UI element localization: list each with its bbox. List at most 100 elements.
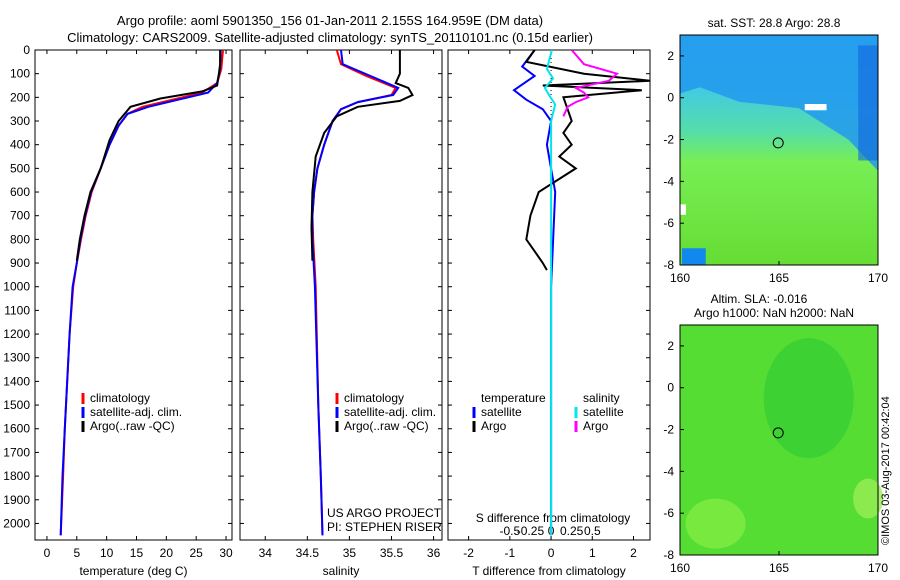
x-tick-label: 30 — [219, 546, 233, 560]
y-tick-label: 1100 — [4, 303, 30, 317]
y-tick-label: 600 — [10, 185, 30, 199]
y-tick-label: 1900 — [3, 493, 30, 507]
y-tick-label: 200 — [10, 90, 30, 104]
x-tick-label: 20 — [160, 546, 174, 560]
legend-label: Argo(..raw -QC) — [90, 419, 175, 433]
profile-panel-2: 34 34.5 35 35.5 36 salinity climatologysatelli… — [239, 49, 443, 578]
y-tick-label: 100 — [10, 67, 30, 81]
series-line-1 — [59, 50, 224, 536]
x-tick-label: 0 — [548, 546, 555, 560]
secondary-axis-label: S difference from climatology — [476, 511, 631, 525]
map-title: Altim. SLA: -0.016 — [711, 292, 808, 306]
x-tick-label: 15 — [130, 546, 144, 560]
legend-label: climatology — [344, 391, 404, 405]
panel-frame — [34, 49, 233, 541]
y-tick-label: 1500 — [3, 398, 30, 412]
warm-pool-region — [680, 35, 878, 171]
legend-label: satellite — [481, 405, 522, 419]
y-tick-label: 0 — [667, 91, 674, 105]
y-tick-label: -2 — [663, 423, 674, 437]
argo-location-marker — [772, 427, 784, 439]
y-tick-label: -6 — [663, 216, 674, 230]
x-axis-label: salinity — [323, 564, 360, 578]
profile-panel-3: -2 -1 0 1 2 T difference from climatology -0.5… — [447, 49, 651, 578]
series-line-4 — [562, 50, 620, 117]
x-tick-label: 35 — [343, 546, 357, 560]
y-tick-label: 2000 — [3, 516, 30, 530]
profile-panel-1: 0100200300400500600700800900100011001200… — [3, 43, 233, 578]
argo-location-marker — [772, 137, 784, 149]
x-tick-label: 170 — [868, 271, 888, 285]
deep-blue-region — [858, 45, 878, 161]
y-tick-label: 2 — [667, 339, 674, 353]
x-tick-label: 170 — [868, 561, 888, 575]
timestamp-stamp: ©IMOS 03-Aug-2017 00:42:04 — [880, 396, 892, 545]
series-group — [59, 50, 224, 536]
x-tick-label: 34 — [259, 546, 273, 560]
x-tick-label: 2 — [630, 546, 637, 560]
y-tick-label: 0 — [23, 43, 30, 57]
y-tick-label: 900 — [10, 256, 30, 270]
y-tick-label: -8 — [663, 548, 674, 562]
top-tick-label: 0.5 — [584, 524, 601, 538]
top-tick-label: 0.25 — [560, 524, 584, 538]
x-tick-label: 0 — [44, 546, 51, 560]
y-tick-label: 1600 — [3, 422, 30, 436]
series-line-2 — [524, 50, 650, 271]
series-line-1 — [311, 50, 398, 536]
x-tick-label: 35.5 — [380, 546, 404, 560]
project-label: US ARGO PROJECT — [327, 506, 442, 520]
x-tick-label: 1 — [589, 546, 596, 560]
legend-label: satellite-adj. clim. — [344, 405, 436, 419]
map-title: sat. SST: 28.8 Argo: 28.8 — [708, 16, 841, 30]
x-tick-label: 25 — [190, 546, 204, 560]
figure-title-line-1: Argo profile: aoml 5901350_156 01-Jan-20… — [116, 13, 544, 28]
series-line-3 — [310, 50, 414, 261]
panel-frame — [447, 49, 651, 541]
series-line-3 — [75, 50, 222, 261]
y-tick-label: 1700 — [3, 445, 30, 459]
panel-frame — [239, 49, 443, 541]
x-tick-label: 160 — [670, 561, 690, 575]
y-tick-label: 500 — [10, 161, 30, 175]
y-tick-label: -6 — [663, 506, 674, 520]
missing-data-patch — [804, 104, 827, 111]
figure-title-line-2: Climatology: CARS2009. Satellite-adjuste… — [67, 30, 593, 45]
legend-title: salinity — [583, 391, 620, 405]
series-line-1 — [512, 50, 557, 536]
y-tick-label: -2 — [663, 133, 674, 147]
y-tick-label: -4 — [663, 464, 674, 478]
y-tick-label: -8 — [663, 258, 674, 272]
x-tick-label: 10 — [100, 546, 114, 560]
series-line-3 — [543, 50, 557, 536]
legend-label: Argo — [583, 419, 609, 433]
legend-label: satellite-adj. clim. — [90, 405, 182, 419]
y-tick-label: 1000 — [3, 280, 30, 294]
top-tick-label: -0.5 — [499, 524, 520, 538]
series-group — [310, 50, 414, 536]
x-tick-label: 165 — [769, 561, 789, 575]
y-tick-label: 800 — [10, 232, 30, 246]
series-group — [512, 50, 650, 536]
y-tick-label: -4 — [663, 174, 674, 188]
x-tick-label: -1 — [505, 546, 516, 560]
y-tick-label: 2 — [667, 49, 674, 63]
x-axis-label: temperature (deg C) — [79, 564, 187, 578]
y-tick-label: 1800 — [3, 469, 30, 483]
x-tick-label: -2 — [463, 546, 474, 560]
x-axis-label: T difference from climatology — [472, 564, 626, 578]
legend-title: temperature — [481, 391, 546, 405]
x-tick-label: 160 — [670, 271, 690, 285]
pi-label: PI: STEPHEN RISER — [327, 520, 442, 534]
missing-data-patch — [680, 204, 686, 215]
y-tick-label: 400 — [10, 138, 30, 152]
legend-label: climatology — [90, 391, 150, 405]
x-tick-label: 165 — [769, 271, 789, 285]
y-tick-label: 1400 — [3, 374, 30, 388]
map-subtitle: Argo h1000: NaN h2000: NaN — [694, 306, 854, 320]
y-tick-label: 700 — [10, 209, 30, 223]
legend-label: Argo — [481, 419, 507, 433]
